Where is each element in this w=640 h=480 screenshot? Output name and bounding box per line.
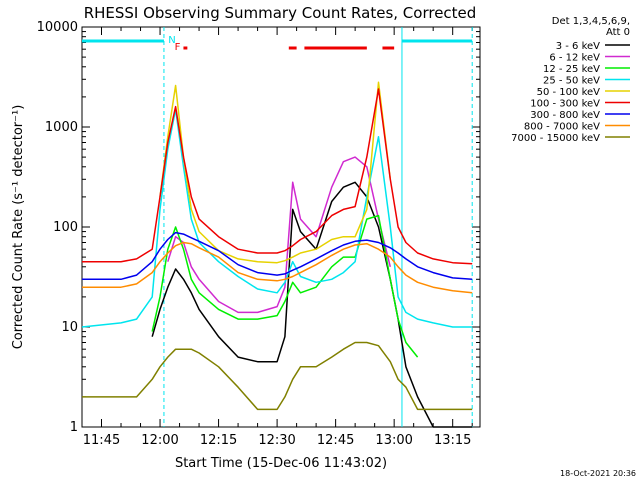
legend-label: 800 - 7000 keV <box>524 122 600 133</box>
series-lines <box>81 81 473 428</box>
legend-header: Att 0 <box>606 27 630 38</box>
legend-label: 6 - 12 keV <box>549 53 600 64</box>
legend-label: 100 - 300 keV <box>530 99 600 110</box>
status-flags: NF <box>82 35 473 53</box>
y-tick-label: 1000 <box>45 120 78 135</box>
series-line <box>82 231 473 281</box>
y-tick-label: 10 <box>61 320 78 335</box>
series-line <box>159 81 392 264</box>
series-line <box>167 156 392 314</box>
legend-label: 25 - 50 keV <box>543 76 600 87</box>
x-tick-label: 12:00 <box>141 433 178 448</box>
x-tick-label: 12:15 <box>200 433 237 448</box>
flag-label: F <box>175 42 181 53</box>
plot-frame <box>81 26 481 428</box>
x-tick-label: 12:45 <box>317 433 354 448</box>
x-tick-label: 12:30 <box>258 433 295 448</box>
chart-title: RHESSI Observing Summary Count Rates, Co… <box>84 4 477 22</box>
x-tick-label: 11:45 <box>83 433 120 448</box>
y-tick-label: 100 <box>53 220 78 235</box>
series-line <box>82 241 473 294</box>
x-tick-label: 13:15 <box>434 433 471 448</box>
plot-area <box>81 26 481 428</box>
y-tick-label: 10000 <box>37 20 78 35</box>
x-axis-label: Start Time (15-Dec-06 11:43:02) <box>175 456 387 471</box>
legend-label: 300 - 800 keV <box>530 110 600 121</box>
flag-label: N <box>168 35 175 46</box>
series-line <box>82 341 473 411</box>
legend-label: 3 - 6 keV <box>556 41 600 52</box>
y-axis: 1 10 100 1000 10000 <box>37 20 480 435</box>
series-line <box>82 88 473 265</box>
series-line <box>151 181 473 428</box>
x-axis: 11:45 12:00 12:15 12:30 12:45 13:00 13:15 <box>81 27 473 448</box>
timestamp: 18-Oct-2021 20:36 <box>560 469 636 478</box>
x-tick-label: 13:00 <box>375 433 412 448</box>
reference-lines <box>163 27 473 427</box>
y-axis-label: Corrected Count Rate (s⁻¹ detector⁻¹) <box>11 105 26 350</box>
series-line <box>151 214 419 358</box>
y-tick-label: 1 <box>70 420 78 435</box>
legend-label: 7000 - 15000 keV <box>511 133 600 144</box>
legend-label: 50 - 100 keV <box>537 87 601 98</box>
series-line <box>81 108 473 328</box>
legend-header: Det 1,3,4,5,6,9, <box>552 16 630 27</box>
legend-label: 12 - 25 keV <box>543 64 600 75</box>
